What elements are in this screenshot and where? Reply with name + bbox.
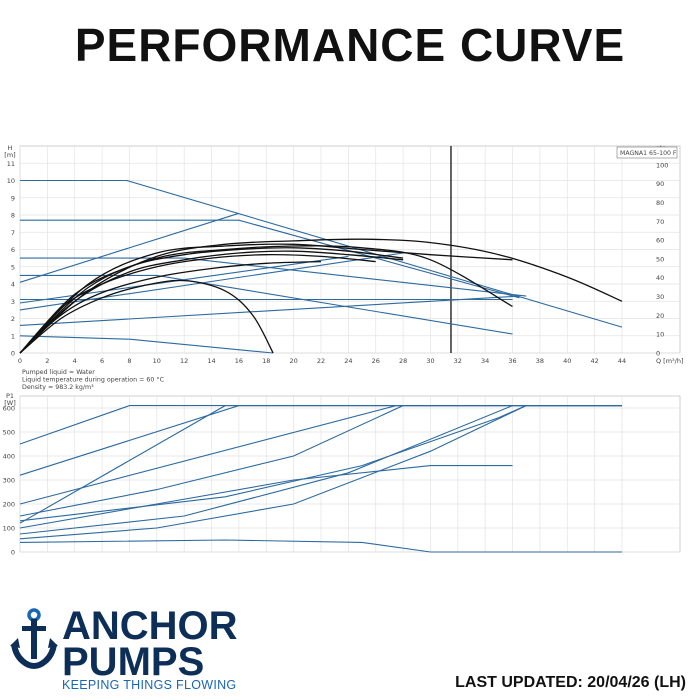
power-curve-10 <box>19 539 622 553</box>
y2-tick-label: 90 <box>656 180 664 188</box>
liquid-note: Pumped liquid = Water <box>22 369 95 376</box>
anchor-pumps-logo: ANCHOR PUMPS KEEPING THINGS FLOWING <box>8 604 258 696</box>
y-tick-label: 11 <box>7 160 15 168</box>
efficiency-curve-5 <box>19 250 404 354</box>
y-tick-label: 3 <box>11 298 15 306</box>
x-tick-label: 36 <box>508 357 516 365</box>
y-axis-label: [m] <box>4 151 15 159</box>
y-tick-label: 8 <box>11 212 15 220</box>
y-tick-label: 5 <box>11 263 15 271</box>
x-tick-label: 16 <box>235 357 243 365</box>
head-curve-1 <box>20 179 623 328</box>
x-tick-label: 4 <box>73 357 77 365</box>
x-tick-label: 30 <box>426 357 434 365</box>
x-tick-label: 28 <box>399 357 407 365</box>
x-tick-label: 40 <box>563 357 571 365</box>
efficiency-curve-6 <box>19 253 376 354</box>
y2-tick-label: 80 <box>656 199 664 207</box>
page-title: PERFORMANCE CURVE <box>74 19 626 71</box>
y-tick-label: 100 <box>3 525 15 533</box>
y-tick-label: 9 <box>11 194 15 202</box>
y-tick-label: 4 <box>11 281 15 289</box>
model-label-box <box>616 146 678 159</box>
y2-tick-label: 50 <box>656 255 664 263</box>
brand-tagline: KEEPING THINGS FLOWING <box>62 678 237 692</box>
x-tick-label: 10 <box>153 357 161 365</box>
head-curve-panel: 0 2 4 6 8 10 12 14 16 18 20 22 24 26 28 30 32 34 36 38 40 42 4… <box>4 144 683 391</box>
power-curve-panel: 0 100 200 300 400 500 600 P1[W] <box>3 392 681 557</box>
efficiency-curve-7 <box>19 260 322 354</box>
y-tick-label: 6 <box>11 246 15 254</box>
power-curve-8 <box>19 405 622 535</box>
x-axis-label: Q [m³/h] <box>656 357 684 365</box>
power-curve-9 <box>19 405 527 540</box>
y-tick-label: 400 <box>3 453 15 461</box>
x-tick-label: 38 <box>536 357 544 365</box>
y-tick-label: 500 <box>3 429 15 437</box>
head-curve-9 <box>19 295 520 326</box>
head-curve-3 <box>20 257 527 297</box>
x-tick-label: 12 <box>180 357 188 365</box>
y2-tick-label: 40 <box>656 274 664 282</box>
liquid-note: Liquid temperature during operation = 60… <box>22 376 165 384</box>
y-tick-label: 300 <box>3 477 15 485</box>
y-tick-label: 0 <box>11 350 15 358</box>
efficiency-curve-1 <box>19 238 623 354</box>
y2-tick-label: 10 <box>656 331 664 339</box>
head-curve-7 <box>19 212 240 283</box>
y-tick-label: 0 <box>11 549 15 557</box>
power-curve-6 <box>19 465 513 529</box>
efficiency-curve-2 <box>19 243 513 354</box>
y2-tick-label: 0 <box>656 350 660 358</box>
last-updated-label: LAST UPDATED: 20/04/26 (LH) <box>455 674 686 691</box>
y2-tick-label: 60 <box>656 237 664 245</box>
anchor-icon <box>10 608 58 670</box>
x-tick-label: 18 <box>262 357 270 365</box>
x-tick-label: 26 <box>372 357 380 365</box>
x-tick-label: 8 <box>127 357 131 365</box>
x-tick-label: 2 <box>45 357 49 365</box>
y-tick-label: 200 <box>3 501 15 509</box>
head-curve-6 <box>19 335 274 354</box>
model-label: MAGNA1 65-100 F <box>620 150 677 157</box>
y2-tick-label: 70 <box>656 218 664 226</box>
y-axis-label: P1 <box>6 392 14 400</box>
x-tick-label: 20 <box>289 357 297 365</box>
y2-tick-label: 30 <box>656 293 664 301</box>
y-tick-label: 1 <box>11 332 15 340</box>
y-tick-label: 10 <box>7 177 15 185</box>
y-tick-label: 2 <box>11 315 15 323</box>
x-tick-label: 24 <box>344 357 352 365</box>
head-curve-2 <box>20 219 520 299</box>
y-tick-label: 7 <box>11 229 15 237</box>
y-axis-label: [W] <box>4 399 16 407</box>
x-tick-label: 32 <box>454 357 462 365</box>
y-tick-label: 600 <box>3 405 15 413</box>
x-tick-label: 0 <box>18 357 22 365</box>
brand-name-line1: ANCHOR <box>62 604 238 648</box>
liquid-note: Density = 983.2 kg/m³ <box>22 384 94 391</box>
head-curve-4 <box>20 274 513 335</box>
x-tick-label: 6 <box>100 357 104 365</box>
x-tick-label: 34 <box>481 357 489 365</box>
brand-name-line2: PUMPS <box>62 640 205 684</box>
x-tick-label: 44 <box>618 357 626 365</box>
x-tick-label: 42 <box>590 357 598 365</box>
y2-tick-label: 100 <box>656 161 668 169</box>
y2-tick-label: 20 <box>656 312 664 320</box>
x-tick-label: 22 <box>317 357 325 365</box>
efficiency-curve-8 <box>19 279 274 354</box>
power-curve-5 <box>19 405 622 517</box>
y-axis-label: H <box>8 144 13 152</box>
x-tick-label: 14 <box>207 357 215 365</box>
efficiency-curve-3 <box>19 245 513 354</box>
efficiency-curve-4 <box>19 247 404 354</box>
performance-chart: 0 2 4 6 8 10 12 14 16 18 20 22 24 26 28 30 32 34 36 38 40 42 4… <box>3 144 684 557</box>
